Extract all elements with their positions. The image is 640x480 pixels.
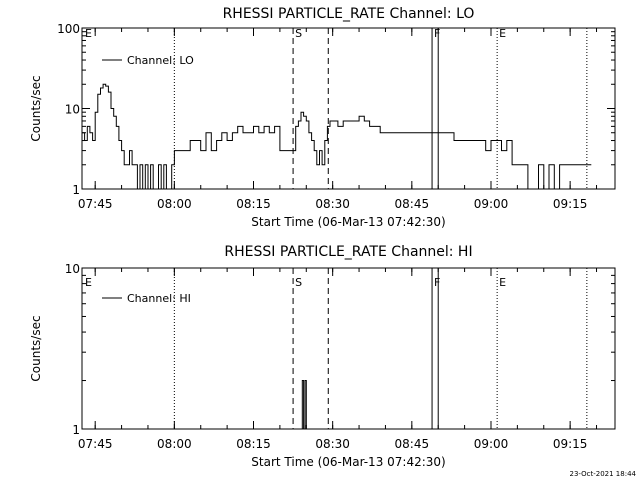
plot-frame bbox=[81, 27, 616, 190]
x-axis-label: Start Time (06-Mar-13 07:42:30) bbox=[251, 215, 445, 229]
event-marker-label: E bbox=[499, 27, 506, 40]
x-tick-label: 09:15 bbox=[553, 197, 588, 211]
data-series-line bbox=[82, 83, 592, 190]
y-tick-label: 10 bbox=[65, 262, 80, 276]
y-tick-label: 10 bbox=[65, 103, 80, 117]
x-tick-label: 08:00 bbox=[157, 197, 192, 211]
event-marker-label: S bbox=[295, 27, 302, 40]
x-tick-label: 07:45 bbox=[78, 437, 113, 451]
x-tick-label: 09:00 bbox=[474, 197, 509, 211]
legend-label: Channel: HI bbox=[127, 292, 191, 305]
legend-label: Channel: LO bbox=[127, 54, 194, 67]
chart-title: RHESSI PARTICLE_RATE Channel: LO bbox=[223, 6, 475, 22]
x-tick-label: 07:45 bbox=[78, 197, 113, 211]
x-tick-label: 08:45 bbox=[395, 197, 430, 211]
y-tick-label: 1 bbox=[72, 183, 80, 197]
y-tick-label: 1 bbox=[72, 423, 80, 437]
x-tick-label: 08:15 bbox=[236, 197, 271, 211]
generation-timestamp: 23-Oct-2021 18:44 bbox=[570, 470, 637, 478]
x-tick-label: 08:30 bbox=[315, 437, 350, 451]
x-tick-label: 08:15 bbox=[236, 437, 271, 451]
y-tick-label: 100 bbox=[57, 22, 80, 36]
plot-frame bbox=[81, 267, 616, 430]
event-marker-label: S bbox=[295, 276, 302, 289]
event-marker-label: E bbox=[85, 27, 92, 40]
event-marker-label: F bbox=[434, 27, 440, 40]
hi-channel-panel: RHESSI PARTICLE_RATE Channel: HI 1 10 07:45… bbox=[29, 244, 616, 469]
x-axis-label: Start Time (06-Mar-13 07:42:30) bbox=[251, 455, 445, 469]
chart-title: RHESSI PARTICLE_RATE Channel: HI bbox=[224, 244, 472, 260]
lo-channel-panel: RHESSI PARTICLE_RATE Channel: LO 1 10 100 07… bbox=[29, 6, 616, 229]
y-axis-label: Counts/sec bbox=[29, 315, 43, 381]
data-series-line bbox=[301, 380, 309, 430]
x-tick-label: 09:15 bbox=[553, 437, 588, 451]
x-tick-label: 08:00 bbox=[157, 437, 192, 451]
x-tick-label: 08:45 bbox=[395, 437, 430, 451]
event-marker-label: F bbox=[434, 276, 440, 289]
x-tick-label: 08:30 bbox=[315, 197, 350, 211]
y-axis-label: Counts/sec bbox=[29, 75, 43, 141]
event-marker-label: E bbox=[85, 276, 92, 289]
event-marker-label: E bbox=[499, 276, 506, 289]
x-tick-label: 09:00 bbox=[474, 437, 509, 451]
